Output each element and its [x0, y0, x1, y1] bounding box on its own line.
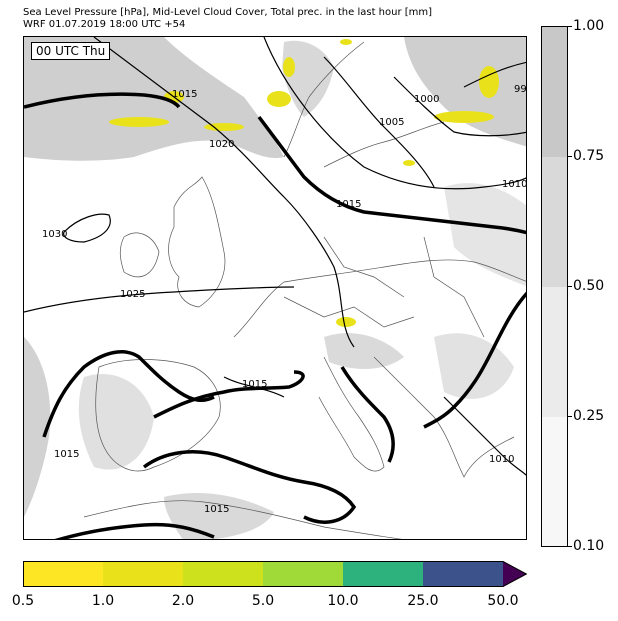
coastline-layer [83, 41, 526, 539]
isobar-1010-north [263, 37, 526, 190]
isobar-1000 [393, 76, 526, 137]
cloud-bar-seg-025-050 [542, 287, 567, 417]
cloud-area-west [24, 337, 51, 517]
isobar-label: 1000 [414, 94, 439, 105]
coastline-britain [168, 176, 226, 308]
isobar-1015-africa [54, 522, 215, 539]
precip-colorbar [23, 561, 527, 587]
cloud-bar-tick [567, 546, 572, 547]
isobar-labels: 1015 1020 1030 1025 1015 1015 1015 1005 … [42, 84, 527, 515]
cloud-bar-seg-075-100 [542, 27, 567, 157]
cloud-area-scandinavia [282, 40, 334, 117]
isobar-1015-italy [340, 366, 395, 463]
isobar-1015-northwest [24, 92, 181, 109]
border-line [423, 236, 485, 338]
isobar-1005 [323, 56, 435, 188]
cloud-cover-colorbar [541, 26, 568, 547]
cloud-bar-tick [567, 156, 572, 157]
cloud-bar-label: 0.75 [573, 148, 605, 164]
precip-cell [204, 123, 244, 131]
precip-cell [336, 317, 356, 327]
precip-cell [340, 39, 352, 45]
isobar-1015-southwest [42, 350, 215, 438]
border-line [323, 236, 405, 298]
precip-bar-extend-arrow [503, 561, 527, 587]
coastline-balkans [373, 356, 515, 478]
cloud-area-northeast [404, 37, 526, 147]
isobar-label: 1030 [42, 229, 67, 240]
cloud-bar-label: 1.00 [573, 18, 605, 34]
isobar-label: 1020 [209, 139, 234, 150]
precip-cell [434, 111, 494, 123]
precip-bar-label: 1.0 [91, 593, 115, 609]
isobar-995 [463, 61, 526, 88]
cloud-area-north-africa [164, 492, 274, 539]
cloud-bar-label: 0.10 [573, 538, 605, 554]
isobar-label: 1010 [489, 454, 514, 465]
isobar-label: 1010 [502, 179, 527, 190]
precip-cell [403, 160, 415, 166]
precip-cell [267, 91, 291, 107]
isobar-label: 1015 [172, 89, 197, 100]
precip-bar-label: 10.0 [327, 593, 359, 609]
isobar-label: 1025 [120, 289, 145, 300]
map-title-line2: WRF 01.07.2019 18:00 UTC +54 [23, 19, 186, 30]
cloud-bar-tick [567, 286, 572, 287]
precip-bar-outline [23, 561, 527, 587]
precip-bar-label: 25.0 [407, 593, 439, 609]
isobar-label: 995 [514, 84, 527, 95]
isobar-1015-south [142, 450, 357, 524]
isobar-label: 1015 [54, 449, 79, 460]
cloud-bar-label: 0.50 [573, 278, 605, 294]
isobar-1030 [63, 213, 111, 243]
precipitation-layer [109, 39, 499, 327]
isobar-label: 1015 [336, 199, 361, 210]
isobar-1015-mediterranean [153, 370, 305, 419]
isobar-label: 1005 [379, 117, 404, 128]
precip-bar-seg [263, 561, 343, 587]
precip-bar-label: 50.0 [487, 593, 519, 609]
cloud-area-east [444, 183, 526, 287]
cloud-area-iberia [78, 373, 154, 470]
weather-map: 1015 1020 1030 1025 1015 1015 1015 1005 … [23, 36, 527, 540]
cloud-bar-label: 0.25 [573, 408, 605, 424]
isobar-label: 1015 [242, 379, 267, 390]
cloud-area-alps [324, 333, 404, 369]
coastline-continent [233, 259, 526, 338]
coastline-north-africa [83, 500, 403, 539]
forecast-time-label: 00 UTC Thu [31, 42, 111, 60]
coastline-iberia [95, 359, 221, 472]
isobar-1015-north [257, 115, 526, 235]
coastline-baltic [323, 121, 445, 168]
isobar-1020 [93, 37, 355, 348]
precip-cell [479, 66, 499, 98]
map-canvas: 1015 1020 1030 1025 1015 1015 1015 1005 … [24, 37, 527, 539]
border-line [283, 296, 415, 328]
isobar-1015-east [423, 291, 526, 429]
coastline-scandinavia [283, 41, 365, 158]
precip-cell [283, 57, 295, 77]
isobar-1025 [24, 286, 295, 313]
precip-bar-label: 2.0 [171, 593, 195, 609]
precip-cell [109, 117, 169, 127]
precip-bar-seg [423, 561, 503, 587]
precip-bar-seg [343, 561, 423, 587]
isobar-1010-east [443, 396, 526, 476]
precip-bar-label: 5.0 [251, 593, 275, 609]
isobar-1015-layer [24, 92, 526, 539]
map-title-line1: Sea Level Pressure [hPa], Mid-Level Clou… [23, 7, 433, 18]
cloud-bar-tick [567, 26, 572, 27]
cloud-bar-seg-050-075 [542, 157, 567, 287]
isobar-label: 1015 [204, 504, 229, 515]
cloud-bar-tick [567, 416, 572, 417]
coastline-italy [318, 356, 385, 472]
precip-bar-seg [183, 561, 263, 587]
precip-bar-label: 0.5 [11, 593, 35, 609]
coastline-ireland [119, 232, 160, 278]
cloud-bar-seg-010-025 [542, 417, 567, 546]
isobar-layer [24, 37, 526, 476]
precip-bar-seg [103, 561, 183, 587]
precip-bar-seg [23, 561, 103, 587]
